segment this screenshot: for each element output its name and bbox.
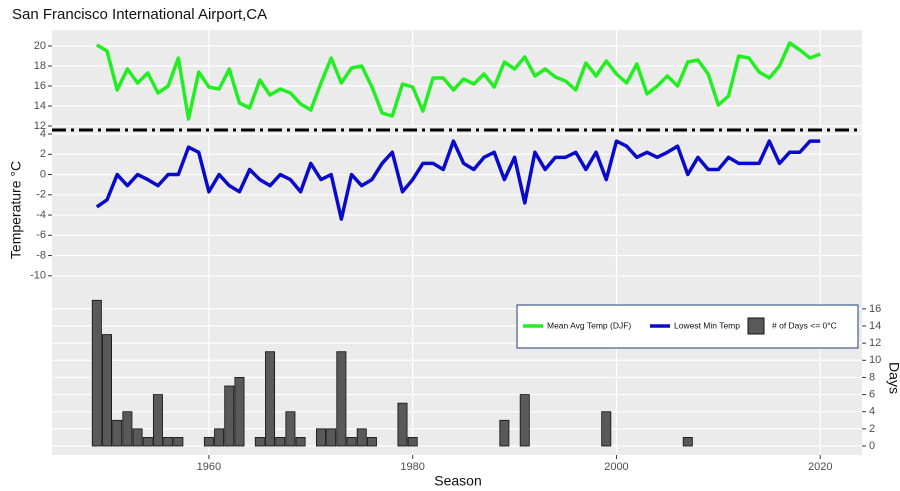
bar — [234, 377, 245, 447]
line — [95, 41, 821, 121]
bar — [315, 428, 326, 447]
bar — [265, 351, 276, 447]
y2-tick-label: 4 — [869, 406, 875, 418]
line — [95, 139, 821, 221]
bar — [132, 428, 143, 447]
y-tick-label: 12 — [34, 120, 46, 132]
legend-label: Mean Avg Temp (DJF) — [547, 320, 631, 330]
bar — [163, 437, 174, 447]
bar — [173, 437, 184, 447]
bar — [203, 437, 214, 447]
y2-tick-label: 16 — [869, 303, 881, 315]
bar — [295, 437, 306, 447]
marks — [91, 41, 821, 447]
bar — [254, 437, 265, 447]
bar — [142, 437, 153, 447]
y-tick-label: -2 — [36, 189, 46, 201]
y-tick-label: -10 — [30, 270, 46, 282]
legend: Mean Avg Temp (DJF) Lowest Min Temp # of D… — [516, 304, 859, 349]
bar — [397, 402, 408, 447]
y-tick-label: 4 — [40, 128, 46, 140]
bar — [112, 419, 123, 447]
y2-tick-label: 0 — [869, 440, 875, 452]
bar — [122, 411, 133, 447]
bar — [102, 334, 113, 447]
y-tick-label: 0 — [40, 168, 46, 180]
y-axis-label: Temperature °C — [8, 161, 24, 259]
x-tick-label: 2000 — [604, 461, 628, 473]
bar — [519, 394, 530, 447]
y2-tick-label: 10 — [869, 354, 881, 366]
x-tick-label: 1960 — [197, 461, 221, 473]
bar — [224, 385, 235, 447]
y2-tick-label: 12 — [869, 337, 881, 349]
bar — [214, 428, 225, 447]
bar — [601, 411, 612, 447]
chart-title: San Francisco International Airport,CA — [12, 6, 267, 23]
legend-label: # of Days <= 0°C — [772, 320, 837, 330]
y2-tick-label: 14 — [869, 320, 881, 332]
bar — [326, 428, 337, 447]
bar — [336, 351, 347, 447]
bar — [407, 437, 418, 447]
legend-label: Lowest Min Temp — [674, 320, 740, 330]
x-axis-label: Season — [434, 473, 481, 489]
bar — [285, 411, 296, 447]
bar — [682, 437, 693, 447]
bar — [356, 428, 367, 447]
bar — [275, 437, 286, 447]
y-tick-label: 16 — [34, 80, 46, 92]
y-tick-label: 2 — [40, 148, 46, 160]
y-tick-label: 18 — [34, 60, 46, 72]
bar — [91, 299, 102, 447]
y2-tick-label: 6 — [869, 388, 875, 400]
y-tick-label: 14 — [34, 100, 46, 112]
legend-box — [516, 304, 859, 349]
legend-swatch — [747, 317, 765, 335]
y-tick-label: -6 — [36, 229, 46, 241]
bar — [366, 437, 377, 447]
y-tick-label: -4 — [36, 209, 46, 221]
y2-tick-label: 2 — [869, 423, 875, 435]
y2-tick-label: 8 — [869, 371, 875, 383]
bar — [346, 437, 357, 447]
panel — [52, 30, 862, 455]
bar — [499, 419, 510, 447]
y-tick-label: -8 — [36, 249, 46, 261]
x-tick-label: 1980 — [400, 461, 424, 473]
x-tick-label: 2020 — [808, 461, 832, 473]
y2-axis-label: Days — [886, 362, 900, 394]
y-tick-label: 20 — [34, 40, 46, 52]
bar — [152, 394, 163, 447]
